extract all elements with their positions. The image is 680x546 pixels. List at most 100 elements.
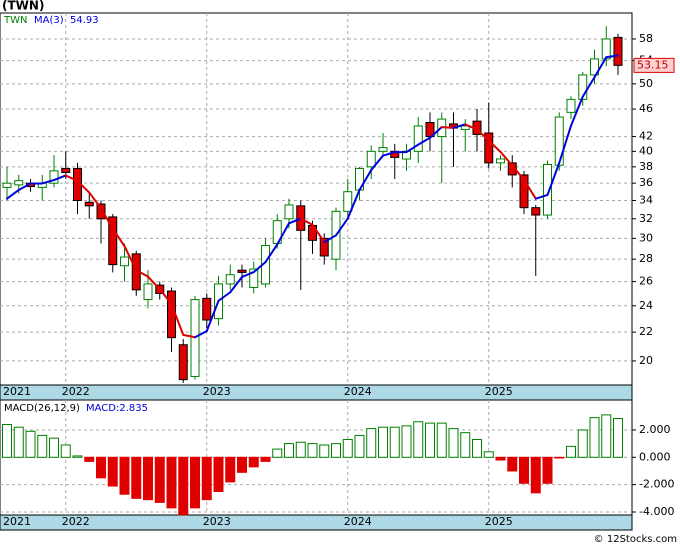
y-tick-label: 46 xyxy=(639,102,653,115)
macd-bar xyxy=(413,421,424,458)
candle-body xyxy=(413,125,423,152)
ma-segment xyxy=(452,123,467,129)
legend-entry: MACD(26,12,9) xyxy=(4,403,80,414)
y-tick-label: 42 xyxy=(639,130,653,143)
x-tick-label: 2022 xyxy=(62,515,90,528)
ma-segment xyxy=(41,179,55,185)
y-tick-label: 2.000 xyxy=(639,423,671,436)
macd-bar xyxy=(401,425,412,458)
ma-segment xyxy=(405,143,420,154)
x-tick-label: 2025 xyxy=(485,385,513,398)
candle-body xyxy=(167,290,176,339)
candle-body xyxy=(578,74,588,100)
ma-segment xyxy=(311,223,326,244)
ma-segment xyxy=(570,95,584,127)
y-tick-label: 34 xyxy=(639,193,653,206)
candle-body xyxy=(237,269,247,273)
ma-segment xyxy=(593,56,608,79)
ma-segment xyxy=(217,291,232,302)
legend-entry: MACD:2.835 xyxy=(86,403,148,414)
y-tick-label: 50 xyxy=(639,77,653,90)
ma-segment xyxy=(241,271,255,278)
candle-body xyxy=(14,180,24,186)
macd-bar xyxy=(13,426,24,458)
ma-segment xyxy=(417,136,431,146)
ma-segment xyxy=(229,275,243,294)
x-tick-label: 2021 xyxy=(3,515,31,528)
macd-bar xyxy=(378,426,388,458)
x-axis-strip xyxy=(0,514,633,531)
y-tick-label: -2.000 xyxy=(639,478,674,491)
macd-bar xyxy=(166,456,177,509)
y-tick-label: 20 xyxy=(639,354,653,367)
ma-segment xyxy=(429,126,443,139)
macd-bar xyxy=(495,456,506,461)
ma-segment xyxy=(358,169,373,191)
macd-bar xyxy=(107,456,118,487)
macd-bar xyxy=(319,444,330,458)
macd-bar xyxy=(49,437,59,458)
ma-segment xyxy=(111,227,126,248)
candle-body xyxy=(484,132,494,164)
ma-segment xyxy=(581,76,596,98)
candle-body xyxy=(566,98,576,113)
ma-segment xyxy=(511,164,525,181)
y-tick-label: 26 xyxy=(639,275,653,288)
ma-segment xyxy=(64,174,79,182)
last-price-box xyxy=(633,57,675,73)
ma-segment xyxy=(252,261,267,274)
candle-body xyxy=(202,297,212,321)
macd-bar xyxy=(542,456,553,484)
ma-segment xyxy=(100,207,114,230)
x-tick-label: 2024 xyxy=(344,515,372,528)
ma-segment xyxy=(288,217,302,225)
macd-bar xyxy=(366,428,377,458)
macd-bar xyxy=(613,418,623,458)
ma-segment xyxy=(276,222,290,246)
macd-bar xyxy=(342,439,353,458)
macd-bar xyxy=(472,439,482,458)
x-tick-label: 2021 xyxy=(3,385,31,398)
macd-bar xyxy=(530,456,541,494)
macd-bar xyxy=(295,441,306,458)
macd-bar xyxy=(37,434,48,458)
ma-segment xyxy=(299,217,314,226)
macd-bar xyxy=(72,455,83,458)
ma-segment xyxy=(476,128,490,142)
candle-body xyxy=(249,268,259,288)
candle-body xyxy=(519,174,529,209)
ma-segment xyxy=(17,182,32,191)
macd-bar xyxy=(425,422,435,458)
macd-bar xyxy=(225,456,236,483)
y-tick-label: 28 xyxy=(639,252,653,265)
ma-segment xyxy=(499,150,514,167)
x-tick-label: 2023 xyxy=(203,515,231,528)
ma-segment xyxy=(546,161,561,196)
macd-bar xyxy=(60,444,71,458)
candle-body xyxy=(366,150,376,168)
macd-bar xyxy=(131,456,142,499)
macd-bar xyxy=(119,456,130,495)
ma-segment xyxy=(205,299,220,333)
y-tick-label: 38 xyxy=(639,160,653,173)
candle-body xyxy=(225,274,235,285)
ma-segment xyxy=(440,126,455,129)
macd-bar xyxy=(248,456,259,468)
macd-bar xyxy=(190,456,200,509)
macd-bar xyxy=(237,456,247,473)
ma-segment xyxy=(487,139,502,153)
x-axis-strip xyxy=(0,384,633,401)
ma-segment xyxy=(346,188,361,220)
ma-segment xyxy=(370,154,384,172)
candle-body xyxy=(120,256,129,267)
macd-bar xyxy=(272,448,283,458)
ma-segment xyxy=(88,191,102,210)
macd-bar xyxy=(601,414,612,458)
macd-bar xyxy=(448,428,459,458)
candle-body xyxy=(178,344,188,381)
last-price-label: 53.15 xyxy=(637,58,669,71)
candle-body xyxy=(108,216,118,266)
macd-bar xyxy=(143,456,153,501)
candle-body xyxy=(554,116,564,166)
ma-segment xyxy=(464,123,478,131)
